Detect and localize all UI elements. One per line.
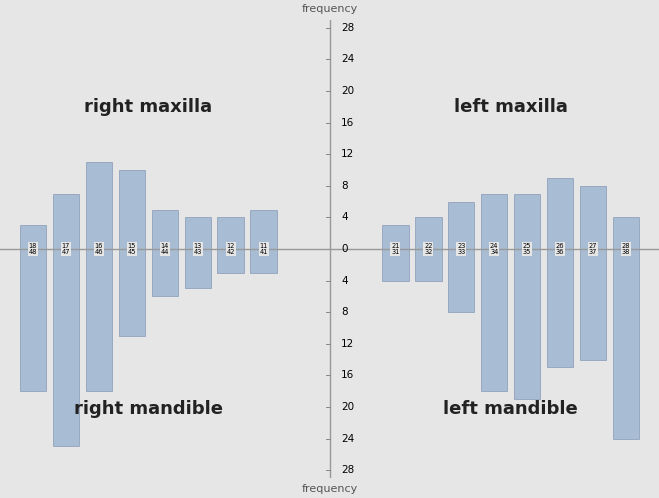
Text: 16: 16 — [341, 118, 355, 127]
Bar — [514, 194, 540, 249]
Text: 8: 8 — [341, 307, 348, 317]
Bar — [580, 249, 606, 360]
Bar — [217, 218, 244, 249]
Text: 16: 16 — [341, 371, 355, 380]
Bar — [152, 249, 178, 296]
Text: 14
44: 14 44 — [161, 243, 169, 255]
Bar — [415, 249, 442, 280]
Bar — [119, 170, 145, 249]
Bar — [119, 249, 145, 336]
Bar — [547, 178, 573, 249]
Text: 20: 20 — [341, 402, 354, 412]
Text: 4: 4 — [341, 275, 348, 285]
Bar — [448, 202, 474, 249]
Text: 11
41: 11 41 — [260, 243, 268, 255]
Text: 28: 28 — [341, 23, 355, 33]
Text: 26
36: 26 36 — [556, 243, 564, 255]
Bar — [20, 249, 46, 391]
Text: 24: 24 — [341, 434, 355, 444]
Text: 23
33: 23 33 — [457, 243, 465, 255]
Bar — [86, 162, 112, 249]
Text: frequency: frequency — [301, 485, 358, 495]
Bar — [20, 225, 46, 249]
Text: 20: 20 — [341, 86, 354, 96]
Text: 12: 12 — [341, 339, 355, 349]
Text: 28
38: 28 38 — [622, 243, 630, 255]
Text: right mandible: right mandible — [74, 400, 223, 418]
Text: 18
48: 18 48 — [29, 243, 37, 255]
Text: frequency: frequency — [301, 3, 358, 13]
Bar — [185, 249, 211, 288]
Text: 22
32: 22 32 — [424, 243, 432, 255]
Text: 24: 24 — [341, 54, 355, 64]
Text: 12
42: 12 42 — [227, 243, 235, 255]
Text: 4: 4 — [341, 213, 348, 223]
Bar — [547, 249, 573, 368]
Text: 21
31: 21 31 — [391, 243, 399, 255]
Bar — [415, 218, 442, 249]
Bar — [86, 249, 112, 391]
Text: 28: 28 — [341, 465, 355, 475]
Bar — [448, 249, 474, 312]
Text: 27
37: 27 37 — [589, 243, 597, 255]
Text: 8: 8 — [341, 181, 348, 191]
Text: 15
45: 15 45 — [128, 243, 136, 255]
Text: right maxilla: right maxilla — [84, 98, 212, 116]
Text: 24
34: 24 34 — [490, 243, 498, 255]
Text: left mandible: left mandible — [444, 400, 578, 418]
Text: 17
47: 17 47 — [62, 243, 70, 255]
Text: 13
43: 13 43 — [194, 243, 202, 255]
Bar — [53, 194, 79, 249]
Bar — [185, 218, 211, 249]
Bar — [481, 249, 507, 391]
Bar — [217, 249, 244, 273]
Text: 25
35: 25 35 — [523, 243, 531, 255]
Text: left maxilla: left maxilla — [454, 98, 567, 116]
Text: 16
46: 16 46 — [95, 243, 103, 255]
Text: 12: 12 — [341, 149, 355, 159]
Bar — [613, 218, 639, 249]
Bar — [514, 249, 540, 399]
Bar — [481, 194, 507, 249]
Bar — [250, 210, 277, 249]
Bar — [152, 210, 178, 249]
Bar — [580, 186, 606, 249]
Bar — [250, 249, 277, 273]
Bar — [613, 249, 639, 439]
Bar — [382, 249, 409, 280]
Bar — [53, 249, 79, 447]
Text: 0: 0 — [341, 244, 347, 254]
Bar — [382, 225, 409, 249]
